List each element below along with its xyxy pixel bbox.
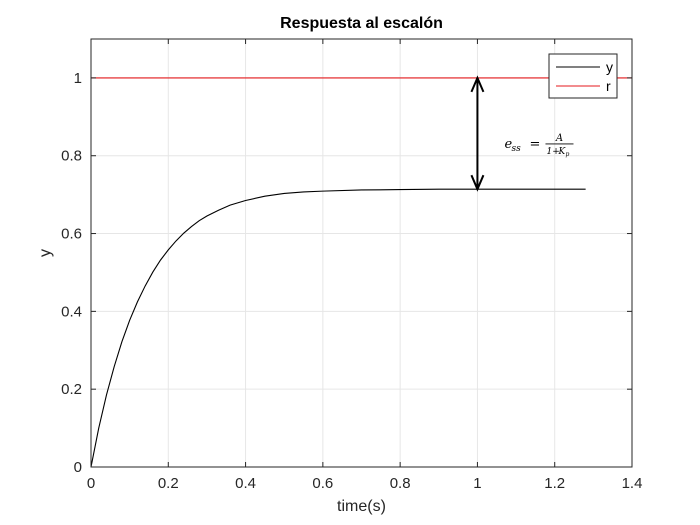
y-tick-label: 0.6 [61,226,82,243]
y-axis-label: y [37,249,54,257]
formula-denominator-var: K [557,147,566,157]
x-tick-label: 0.4 [235,475,256,492]
x-tick-label: 0 [87,475,95,492]
x-tick-label: 1.4 [622,475,643,492]
legend: yr [548,53,618,99]
x-tick-label: 0.2 [158,475,179,492]
x-tick-label: 1 [473,475,481,492]
steady-state-error-formula: e ss = A 1+K p [504,133,574,158]
gap-arrow-head-top [470,75,485,93]
formula-equals: = [529,137,540,152]
plot-frame [90,38,633,468]
formula-lhs: e [504,137,512,152]
x-axis-label: time(s) [337,498,386,515]
y-tick-label: 0.8 [61,148,82,165]
annotation-layer: e ss = A 1+K p [470,75,574,192]
legend-box [548,53,618,99]
x-tick-label: 1.2 [544,475,565,492]
x-tick-label: 0.8 [390,475,411,492]
gap-arrow-head-bottom [470,174,485,192]
tick-layer: 0 0.2 0.4 0.6 0.8 1 1.2 1.4 0 0.2 0.4 0.6 0.8 1 [61,39,642,492]
formula-denominator-prefix: 1+ [546,147,559,157]
y-tick-label: 0.4 [61,303,82,320]
y-tick-label: 1 [74,70,82,87]
formula-lhs-subscript: ss [511,144,521,154]
series-layer [90,77,632,468]
formula-denominator-subscript: p [565,151,569,158]
y-tick-label: 0.2 [61,381,82,398]
y-tick-label: 0 [74,459,82,476]
x-tick-label: 0.6 [312,475,333,492]
legend-label-y: y [606,59,613,75]
plot-area [91,39,632,467]
formula-numerator: A [555,133,563,144]
chart-title: Respuesta al escalón [280,15,443,32]
legend-label-r: r [606,78,611,94]
series-line-y [90,188,586,468]
